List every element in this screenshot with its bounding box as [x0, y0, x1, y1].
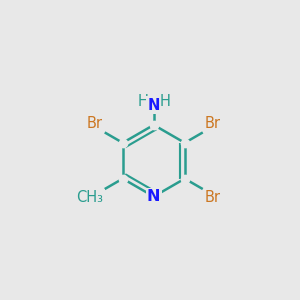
Text: N: N — [148, 98, 160, 112]
Text: Br: Br — [205, 190, 221, 205]
Text: N: N — [147, 189, 160, 204]
Text: H: H — [159, 94, 170, 109]
Text: Br: Br — [86, 116, 102, 131]
Text: Br: Br — [205, 116, 221, 131]
Text: H: H — [137, 94, 148, 109]
Text: CH₃: CH₃ — [76, 190, 103, 205]
